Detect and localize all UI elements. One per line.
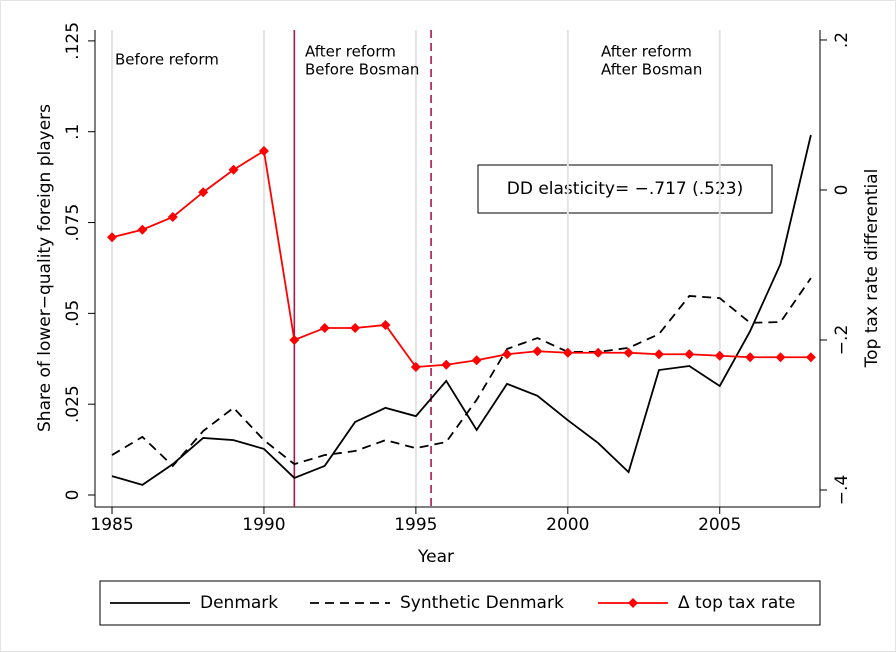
x-tick-label: 2005: [698, 515, 741, 535]
annotation: After Bosman: [601, 61, 702, 79]
marker: [684, 349, 695, 360]
y-tick-label: .125: [63, 22, 83, 60]
note: DD elasticity= −.717 (.523): [507, 179, 744, 199]
y-tick-label: 0: [63, 490, 83, 501]
y-axis-title: Share of lower−quality foreign players: [35, 104, 55, 432]
marker: [653, 349, 664, 360]
x-tick-label: 1995: [394, 515, 437, 535]
x-axis-title: Year: [417, 547, 454, 567]
legend-marker: [628, 598, 638, 608]
marker: [167, 211, 178, 222]
marker: [714, 350, 725, 361]
y-tick-label: .05: [63, 300, 83, 327]
marker: [350, 322, 361, 333]
marker: [745, 352, 756, 363]
annotation: After reform: [601, 43, 692, 61]
y-tick-label: .1: [63, 124, 83, 140]
x-tick-label: 1990: [242, 515, 285, 535]
legend-label: Synthetic Denmark: [400, 593, 564, 613]
marker: [562, 347, 573, 358]
y2-tick-label: −.2: [832, 325, 852, 355]
marker: [471, 355, 482, 366]
legend-box: [99, 580, 821, 626]
marker: [502, 349, 513, 360]
y2-tick-label: −.4: [832, 475, 852, 505]
marker: [137, 224, 148, 235]
marker: [410, 361, 421, 372]
marker: [441, 359, 452, 370]
legend-label: Denmark: [200, 593, 278, 613]
y2-tick-label: .2: [832, 32, 852, 48]
marker: [532, 346, 543, 357]
marker: [198, 187, 209, 198]
marker: [805, 352, 816, 363]
marker: [228, 164, 239, 175]
y2-tick-label: 0: [832, 185, 852, 196]
marker: [289, 334, 300, 345]
series-line: [111, 134, 812, 486]
annotation: Before Bosman: [305, 61, 419, 79]
marker: [775, 352, 786, 363]
marker: [380, 319, 391, 330]
marker: [593, 347, 604, 358]
annotation: Before reform: [115, 51, 219, 69]
marker: [258, 145, 269, 156]
marker: [319, 322, 330, 333]
series-line: [111, 277, 812, 468]
series-line: [111, 149, 811, 368]
note-box: [477, 164, 773, 214]
y-tick-label: .075: [63, 204, 83, 242]
annotation: After reform: [305, 43, 396, 61]
y-tick-label: .025: [63, 385, 83, 423]
legend-label: Δ top tax rate: [678, 593, 795, 613]
x-tick-label: 1985: [90, 515, 133, 535]
x-tick-label: 2000: [546, 515, 589, 535]
marker: [623, 347, 634, 358]
marker: [107, 232, 118, 243]
y2-axis-title: Top tax rate differential: [862, 169, 882, 369]
